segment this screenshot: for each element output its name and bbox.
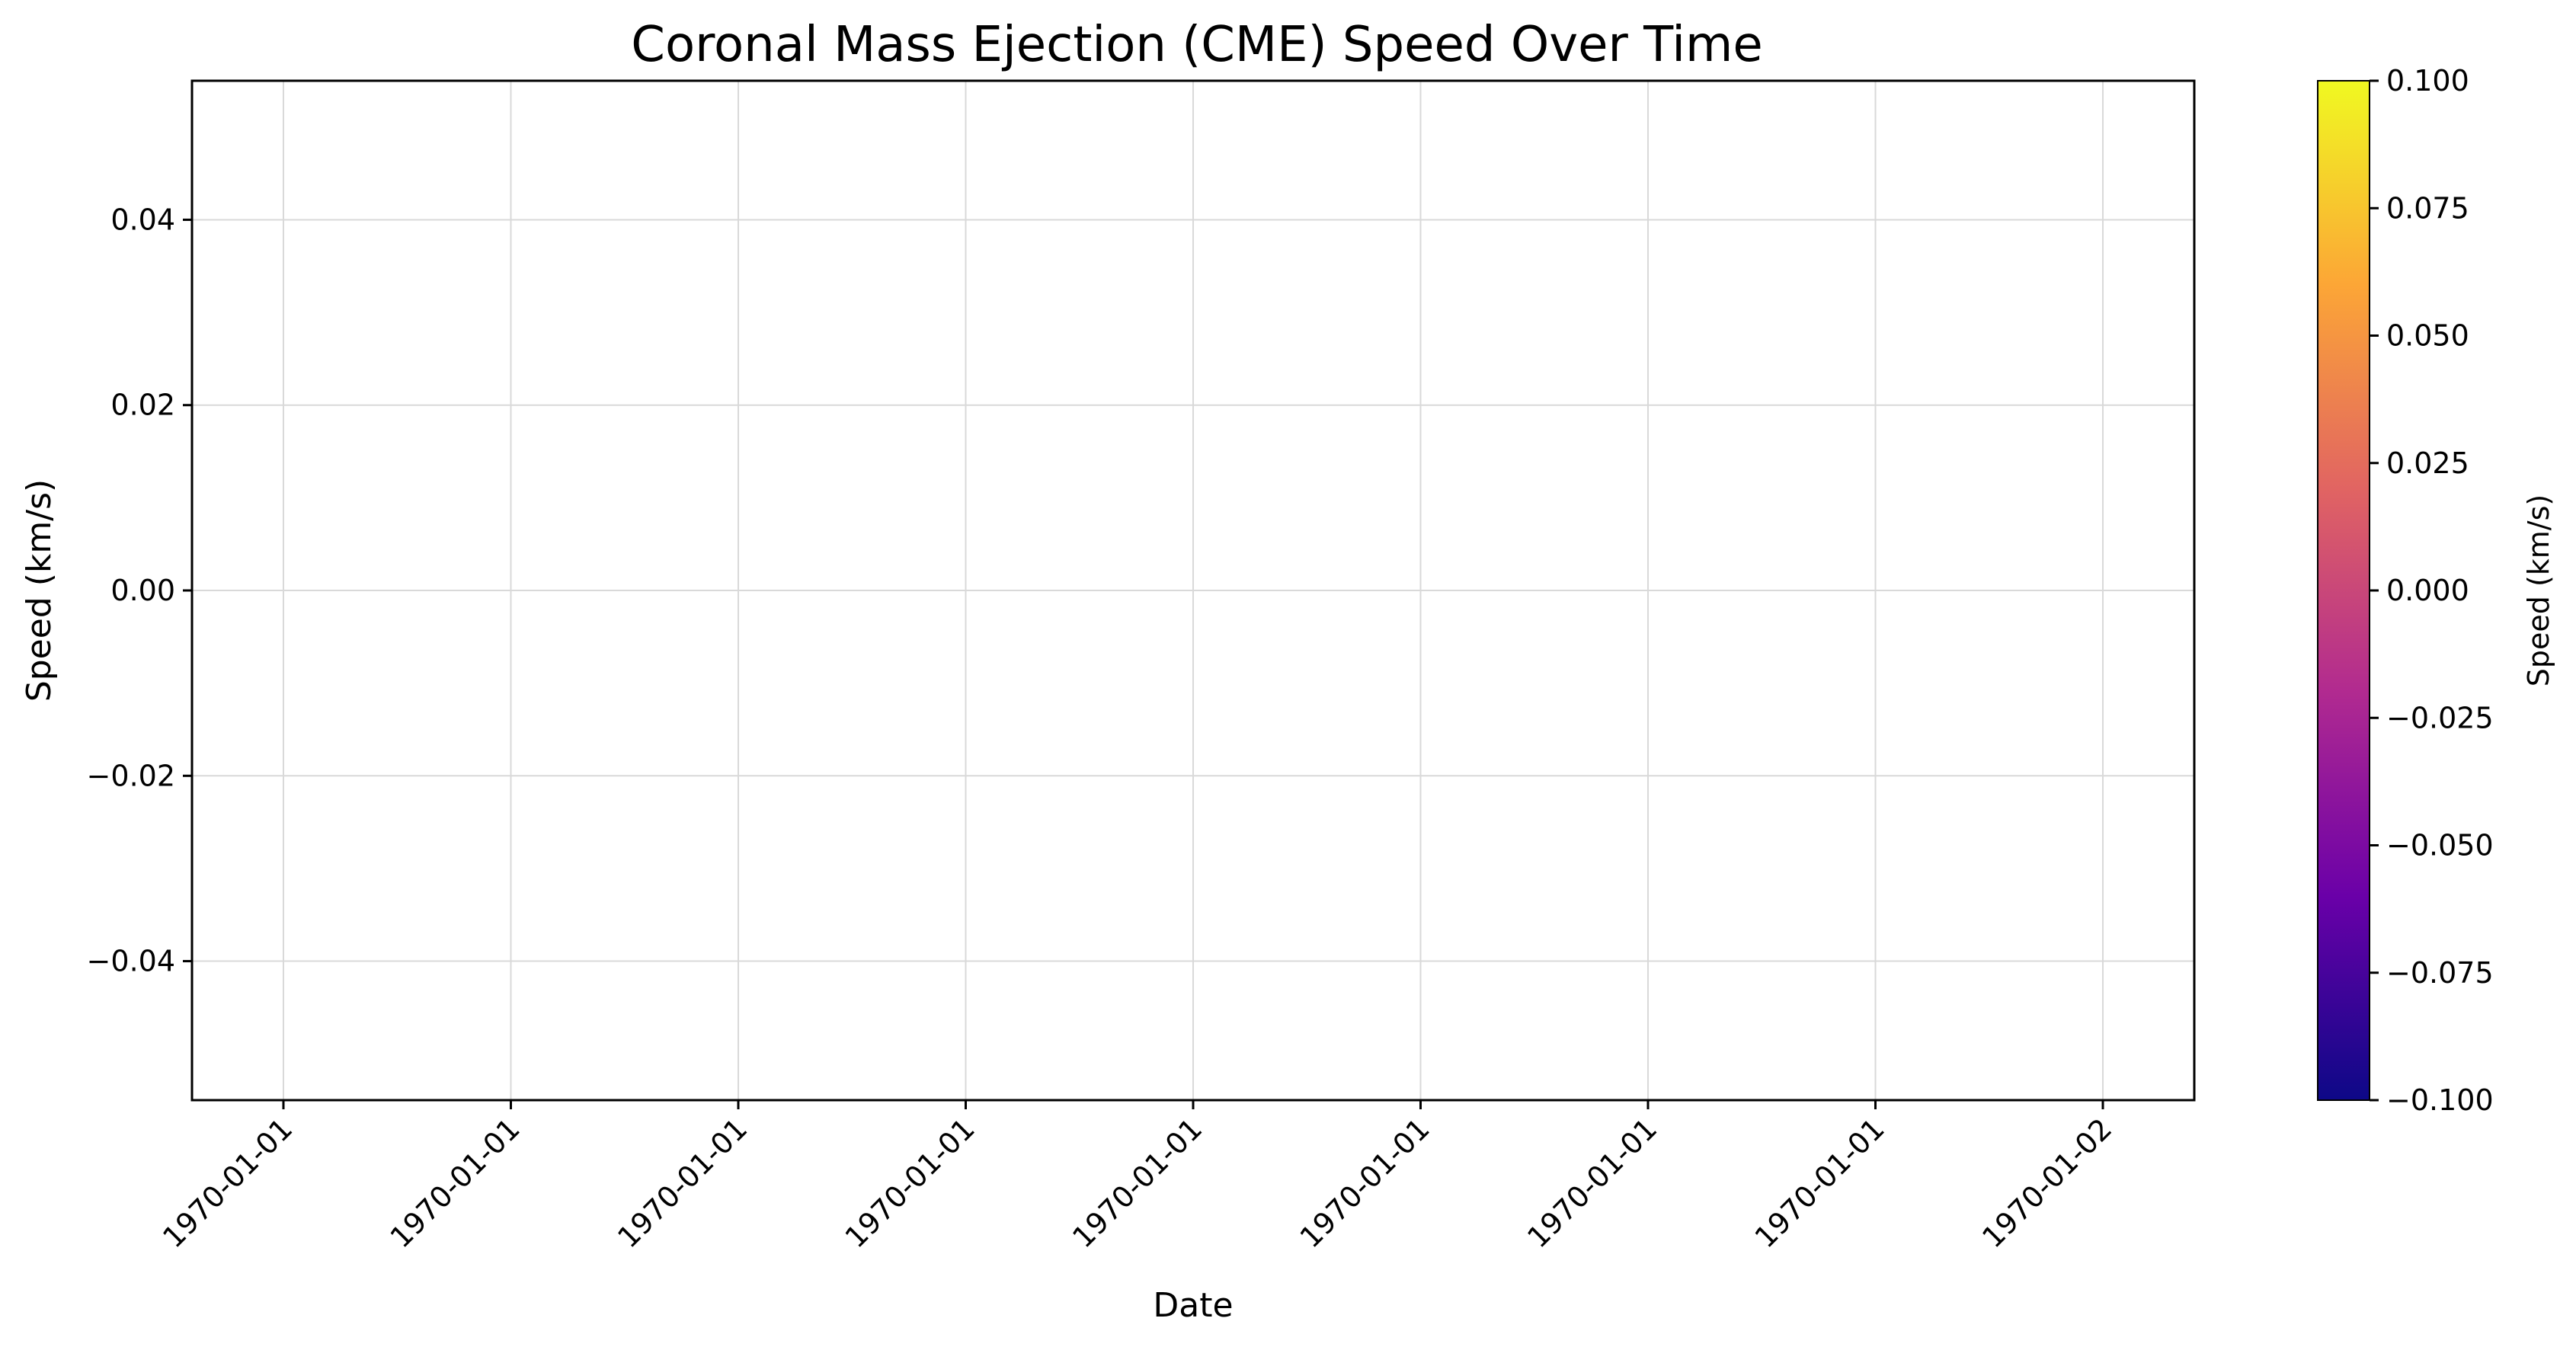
y-tick-label: 0.02 xyxy=(110,389,175,422)
colorbar-tick-label: 0.075 xyxy=(2386,191,2469,225)
colorbar: 0.100 0.075 0.050 0.025 0.000 −0.025 −0.050 −0.… xyxy=(2317,64,2555,1117)
colorbar-label: Speed (km/s) xyxy=(2522,494,2555,686)
x-tick-label: 1970-01-01 xyxy=(156,1112,299,1254)
x-tick-label: 1970-01-01 xyxy=(384,1112,526,1254)
y-tick-label: 0.04 xyxy=(110,203,175,236)
colorbar-ticks: 0.100 0.075 0.050 0.025 0.000 −0.025 −0.050 −0.… xyxy=(2370,64,2494,1117)
grid-lines xyxy=(192,81,2194,1100)
y-axis-label: Speed (km/s) xyxy=(20,479,59,702)
plot-area xyxy=(190,79,2196,1102)
x-tick-label: 1970-01-01 xyxy=(1066,1112,1208,1254)
x-tick-label: 1970-01-02 xyxy=(1976,1112,2118,1254)
x-tick-label: 1970-01-01 xyxy=(1521,1112,1663,1254)
chart-title: Coronal Mass Ejection (CME) Speed Over T… xyxy=(631,17,1763,73)
colorbar-tick-label: −0.050 xyxy=(2386,829,2494,862)
colorbar-gradient xyxy=(2317,80,2370,1101)
colorbar-tick-label: −0.100 xyxy=(2386,1083,2494,1117)
x-axis: 1970-01-01 1970-01-01 1970-01-01 1970-01-01… xyxy=(156,1100,2118,1255)
colorbar-tick-label: −0.075 xyxy=(2386,956,2494,990)
colorbar-tick-label: 0.100 xyxy=(2386,64,2469,98)
colorbar-tick-label: −0.025 xyxy=(2386,701,2494,734)
y-tick-label: −0.04 xyxy=(87,945,175,978)
y-axis: 0.04 0.02 0.00 −0.02 −0.04 xyxy=(87,203,192,978)
colorbar-tick-label: 0.050 xyxy=(2386,319,2469,353)
y-tick-label: 0.00 xyxy=(110,574,175,607)
x-axis-label: Date xyxy=(1153,1286,1233,1325)
colorbar-tick-label: 0.025 xyxy=(2386,446,2469,480)
x-tick-label: 1970-01-01 xyxy=(1749,1112,1891,1254)
y-tick-label: −0.02 xyxy=(87,759,175,792)
x-tick-label: 1970-01-01 xyxy=(839,1112,981,1254)
colorbar-tick-label: 0.000 xyxy=(2386,574,2469,607)
x-tick-label: 1970-01-01 xyxy=(1294,1112,1436,1254)
x-tick-label: 1970-01-01 xyxy=(611,1112,754,1254)
